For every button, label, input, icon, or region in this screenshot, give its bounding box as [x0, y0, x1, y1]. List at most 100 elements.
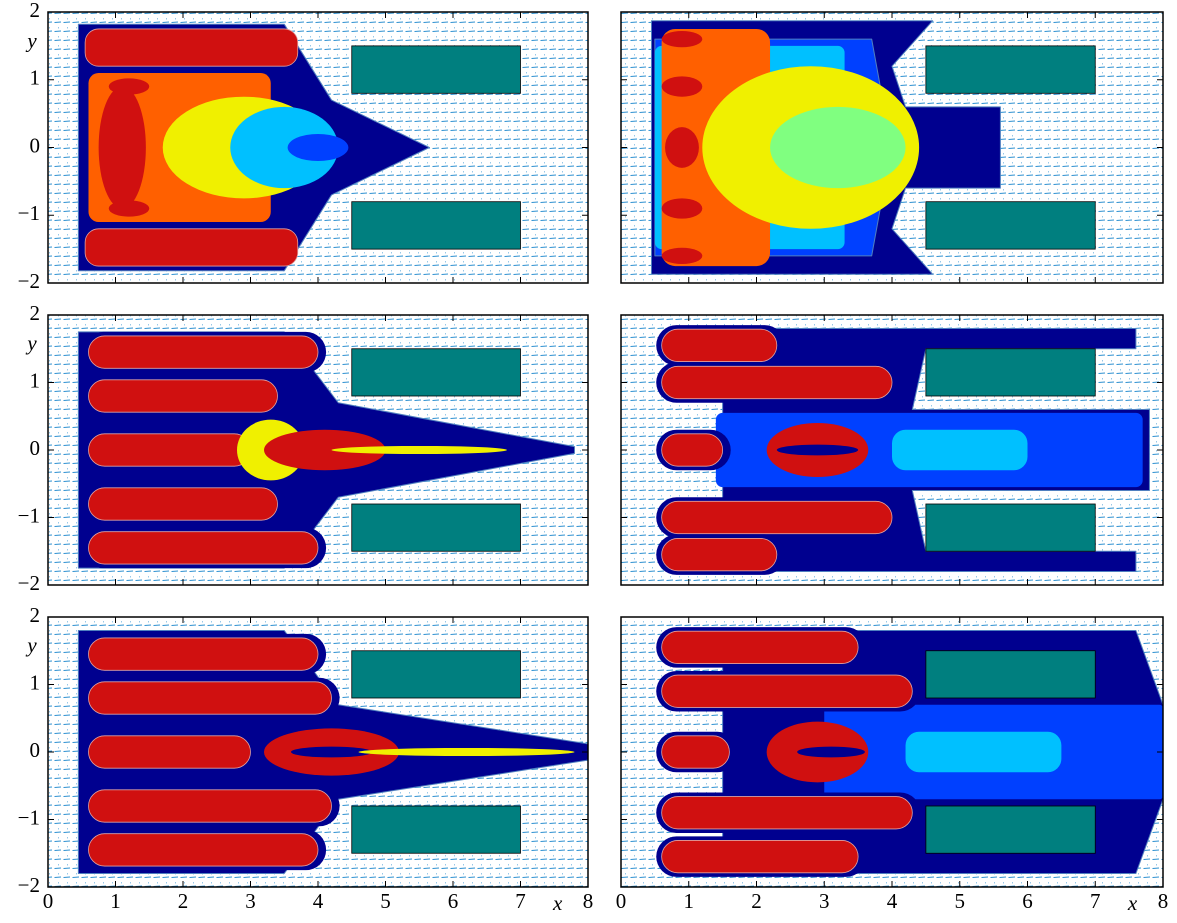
contour-region: [665, 127, 699, 168]
contour-region: [88, 833, 319, 867]
contour-region: [84, 28, 299, 67]
x-tick-label: 7: [1090, 889, 1101, 913]
contour-region: [88, 681, 332, 715]
obstacle: [351, 650, 521, 699]
contour-region: [892, 429, 1028, 471]
y-tick-label: 2: [30, 301, 41, 325]
contour-region: [88, 531, 319, 565]
contour-region: [88, 335, 319, 369]
x-tick-label: 1: [684, 889, 695, 913]
contour-region: [661, 538, 778, 572]
y-tick-label: 0: [30, 436, 41, 460]
contour-region: [108, 200, 150, 217]
contour-region: [661, 328, 778, 362]
field: [621, 12, 1163, 283]
obstacle: [351, 503, 521, 552]
contour-region: [661, 840, 859, 874]
obstacle: [925, 503, 1096, 552]
x-tick-label: 7: [515, 889, 526, 913]
y-axis-label: y: [25, 331, 37, 355]
x-tick-label: 1: [110, 889, 121, 913]
obstacle: [351, 45, 521, 94]
contour-region: [88, 637, 319, 671]
y-tick-label: 0: [30, 738, 41, 762]
y-tick-label: 2: [30, 0, 41, 22]
x-tick-label: 2: [178, 889, 189, 913]
contour-region: [331, 445, 507, 455]
obstacle: [351, 348, 521, 397]
contour-region: [230, 106, 339, 189]
y-tick-label: −2: [18, 873, 40, 897]
x-tick-label: 8: [1158, 889, 1169, 913]
y-tick-label: −1: [18, 201, 40, 225]
contour-region: [661, 796, 913, 830]
panel: [620, 314, 1164, 586]
y-tick-label: −2: [18, 571, 40, 595]
contour-region: [108, 78, 150, 95]
contour-region: [770, 106, 906, 189]
contour-region: [661, 500, 893, 535]
y-tick-label: 1: [30, 368, 41, 392]
contour-region: [661, 433, 724, 467]
panel: −2 −1 0 1 2 y: [18, 301, 589, 595]
obstacle: [925, 650, 1096, 699]
x-axis-label: x: [552, 891, 563, 915]
y-tick-label: 2: [30, 603, 41, 627]
contour-region: [661, 630, 859, 664]
obstacle: [925, 201, 1096, 250]
field: [48, 617, 588, 887]
x-tick-label: 3: [819, 889, 830, 913]
y-tick-label: 1: [30, 66, 41, 90]
panel: [620, 11, 1164, 284]
x-tick-label: 0: [616, 889, 627, 913]
contour-region: [661, 735, 730, 769]
contour-region: [88, 789, 332, 823]
obstacle: [925, 348, 1096, 397]
contour-region: [776, 444, 859, 456]
contour-region: [88, 735, 251, 769]
obstacle: [925, 45, 1096, 94]
x-tick-label: 6: [1022, 889, 1033, 913]
x-tick-label: 8: [583, 889, 594, 913]
y-axis-label: y: [25, 28, 37, 52]
y-tick-label: 1: [30, 670, 41, 694]
contour-region: [287, 133, 349, 162]
contour-region: [661, 365, 893, 400]
contour-region: [661, 30, 703, 48]
x-tick-label: 2: [751, 889, 762, 913]
y-tick-label: −1: [18, 503, 40, 527]
y-axis-label: y: [25, 633, 37, 657]
contour-region: [661, 76, 703, 97]
contour-region: [661, 247, 703, 265]
contour-region: [84, 228, 299, 267]
y-tick-label: −2: [18, 269, 40, 293]
contour-region: [264, 429, 386, 471]
contour-region: [905, 731, 1062, 773]
obstacle: [351, 805, 521, 854]
y-tick-label: 0: [30, 133, 41, 157]
x-tick-label: 5: [955, 889, 966, 913]
contour-region: [661, 198, 703, 219]
contour-region: [358, 747, 575, 757]
panel: 0 1 2 3 4 5 6 7 8 −2 −1 0 1 2 y x: [18, 603, 594, 915]
contour-region: [88, 487, 278, 521]
obstacle: [925, 805, 1096, 854]
x-tick-label: 4: [887, 889, 898, 913]
contour-region: [88, 433, 251, 467]
x-tick-label: 4: [313, 889, 324, 913]
contour-region: [291, 746, 372, 758]
contour-region: [797, 746, 865, 758]
x-tick-label: 0: [43, 889, 54, 913]
contour-region: [98, 86, 146, 209]
x-tick-label: 5: [380, 889, 391, 913]
contour-region: [661, 674, 913, 708]
obstacle: [351, 201, 521, 250]
x-tick-label: 3: [245, 889, 256, 913]
panel: 0 1 2 3 4 5 6 7 8x: [616, 616, 1169, 915]
x-tick-label: 6: [448, 889, 459, 913]
panel: −2 −1 0 1 2 y: [18, 0, 589, 293]
contour-region: [88, 379, 278, 413]
y-tick-label: −1: [18, 805, 40, 829]
x-axis-label: x: [1127, 891, 1138, 915]
